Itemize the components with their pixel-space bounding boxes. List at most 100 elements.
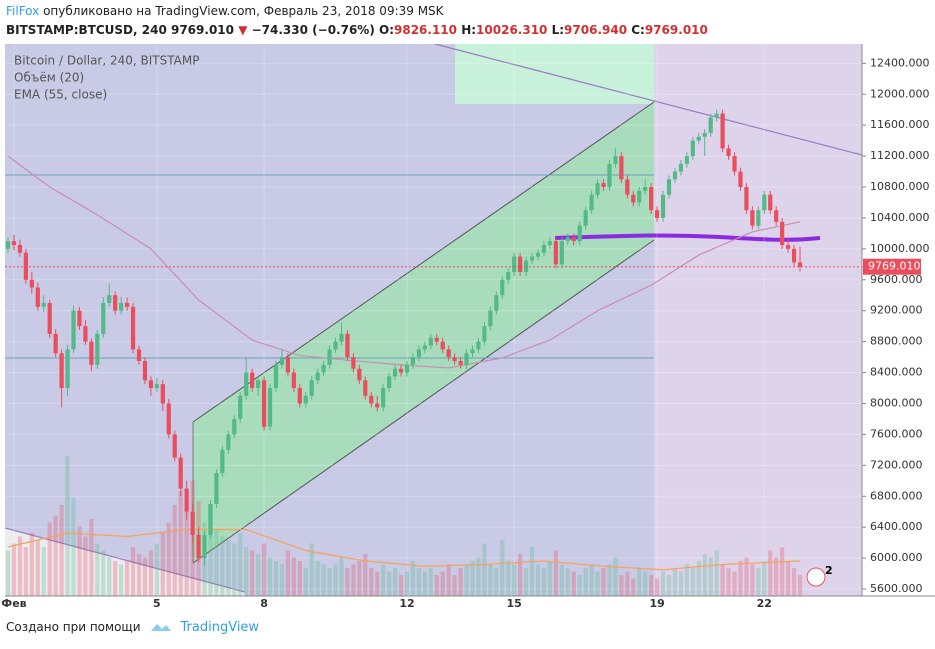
candle-body bbox=[678, 163, 684, 172]
volume-bar bbox=[333, 564, 338, 596]
candle-body bbox=[184, 488, 189, 512]
volume-bar bbox=[291, 557, 296, 596]
candle-body bbox=[214, 473, 219, 504]
candle-body bbox=[279, 357, 285, 365]
volume-bar bbox=[119, 564, 124, 596]
x-tick-label: 12 bbox=[399, 597, 414, 610]
volume-bar bbox=[208, 508, 213, 596]
candle-body bbox=[363, 380, 368, 396]
candle-body bbox=[101, 302, 106, 334]
candle-body bbox=[529, 256, 535, 261]
volume-bar bbox=[345, 568, 350, 596]
volume-bar bbox=[71, 498, 76, 596]
volume-bar bbox=[762, 561, 767, 596]
volume-bar bbox=[261, 543, 267, 596]
volume-bar bbox=[83, 536, 88, 596]
volume-bar bbox=[35, 540, 40, 596]
candle-body bbox=[625, 179, 630, 195]
candle-body bbox=[291, 372, 296, 389]
volume-bar bbox=[166, 522, 171, 596]
y-tick-label: 5600.000 bbox=[870, 582, 923, 595]
volume-bar bbox=[559, 564, 564, 596]
channel-top bbox=[192, 101, 655, 423]
volume-bar bbox=[541, 568, 547, 596]
volume-bar bbox=[404, 571, 410, 596]
candle-body bbox=[125, 302, 130, 307]
candle-body bbox=[190, 511, 195, 535]
header-line-1: FilFox опубликовано на TradingView.com, … bbox=[6, 2, 708, 21]
candle-body bbox=[59, 353, 64, 389]
candle-body bbox=[434, 337, 439, 342]
badge-icon[interactable] bbox=[806, 567, 826, 587]
candle-body bbox=[744, 187, 749, 211]
volume-bar bbox=[488, 564, 493, 596]
volume-bar bbox=[464, 564, 469, 596]
candle-body bbox=[250, 372, 255, 389]
candle-body bbox=[613, 156, 618, 164]
candle-body bbox=[601, 183, 606, 188]
candle-body bbox=[541, 245, 547, 253]
brand[interactable]: TradingView bbox=[180, 619, 260, 635]
x-tick-label: Фев bbox=[1, 597, 26, 610]
volume-bar bbox=[440, 571, 445, 596]
volume-bar bbox=[506, 561, 511, 596]
volume-bar bbox=[65, 456, 70, 596]
candle-body bbox=[11, 241, 17, 246]
candle-body bbox=[583, 210, 588, 226]
candle-body bbox=[29, 279, 34, 288]
published: опубликовано на TradingView.com, Февраль… bbox=[43, 4, 444, 18]
volume-bar bbox=[327, 568, 332, 596]
c: 9769.010 bbox=[644, 23, 708, 37]
author[interactable]: FilFox bbox=[6, 4, 40, 18]
marks bbox=[5, 44, 862, 596]
volume-bar bbox=[702, 554, 707, 596]
candle-body bbox=[357, 368, 362, 381]
y-tick-label: 6800.000 bbox=[870, 489, 923, 502]
candle-body bbox=[404, 364, 410, 373]
volume-bar bbox=[553, 550, 558, 596]
volume-bar bbox=[315, 561, 320, 596]
last-price-box bbox=[863, 258, 921, 275]
volume-bar bbox=[595, 571, 600, 596]
y-tick-label: 8800.000 bbox=[870, 335, 923, 348]
candle-body bbox=[732, 156, 737, 172]
volume-bar bbox=[148, 550, 154, 596]
volume-bar bbox=[774, 557, 779, 596]
candle-body bbox=[297, 388, 302, 404]
volume-bar bbox=[428, 568, 433, 596]
candle-body bbox=[482, 326, 487, 342]
volume-bar bbox=[416, 568, 421, 596]
candle-body bbox=[506, 272, 511, 280]
candle-body bbox=[559, 241, 564, 265]
candle-body bbox=[672, 171, 678, 180]
volume-bar bbox=[125, 561, 130, 596]
volume-bar bbox=[601, 568, 606, 596]
badge[interactable]: 2 bbox=[825, 564, 833, 577]
volume-bar bbox=[780, 547, 785, 596]
candle-body bbox=[440, 341, 445, 350]
candle-body bbox=[768, 194, 773, 211]
volume-bar bbox=[285, 550, 290, 596]
candle-body bbox=[351, 357, 356, 369]
zone-low bbox=[5, 528, 245, 596]
volume-bar bbox=[107, 557, 112, 596]
volume-bar bbox=[529, 547, 535, 596]
volume-bar bbox=[398, 575, 404, 596]
candle-body bbox=[791, 248, 797, 263]
candle-body bbox=[696, 136, 701, 141]
volume-bar bbox=[47, 522, 52, 596]
candle-body bbox=[113, 295, 118, 311]
candle-body bbox=[774, 210, 779, 222]
volume-bar bbox=[53, 515, 58, 596]
candle-body bbox=[166, 403, 171, 435]
candle-body bbox=[738, 171, 743, 188]
o: 9826.110 bbox=[394, 23, 458, 37]
candle-body bbox=[83, 326, 88, 342]
volume-bar bbox=[232, 543, 237, 596]
volume-bar bbox=[708, 557, 713, 596]
volume-bar bbox=[738, 561, 743, 596]
o-label: O: bbox=[379, 23, 394, 37]
y-tick-label: 8000.000 bbox=[870, 396, 923, 409]
candle-body bbox=[714, 113, 719, 118]
candle-body bbox=[238, 395, 243, 419]
